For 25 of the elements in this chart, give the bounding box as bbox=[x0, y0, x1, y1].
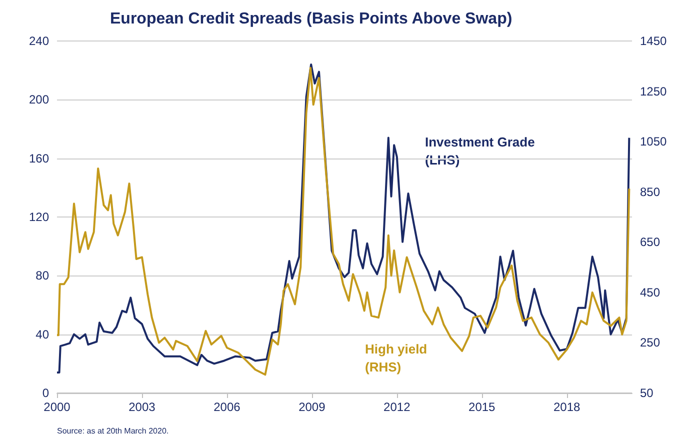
x-tick-label: 2009 bbox=[298, 400, 326, 414]
y2-tick-label: 450 bbox=[640, 285, 660, 300]
y-tick-label: 160 bbox=[28, 151, 50, 166]
x-tick-label: 2015 bbox=[468, 400, 496, 414]
y2-tick-label: 50 bbox=[640, 386, 654, 400]
y2-tick-label: 250 bbox=[640, 336, 660, 350]
y-tick-label: 240 bbox=[28, 34, 50, 48]
x-tick-label: 2012 bbox=[384, 400, 411, 414]
chart-title: European Credit Spreads (Basis Points Above Swap) bbox=[110, 10, 512, 28]
x-tick-label: 2000 bbox=[44, 400, 71, 414]
x-tick-label: 2018 bbox=[554, 400, 581, 414]
y-tick-label: 80 bbox=[36, 268, 50, 283]
y2-tick-label: 850 bbox=[640, 184, 660, 199]
source-note: Source: as at 20th March 2020. bbox=[57, 426, 169, 436]
y-tick-label: 0 bbox=[42, 386, 50, 400]
series-label: High yield (RHS) bbox=[365, 342, 428, 374]
x-tick-label: 2003 bbox=[128, 400, 156, 414]
y-tick-label: 40 bbox=[36, 327, 50, 342]
y-tick-label: 200 bbox=[28, 92, 50, 107]
y2-tick-label: 650 bbox=[640, 235, 660, 250]
x-tick-label: 2006 bbox=[214, 400, 241, 414]
y2-tick-label: 1450 bbox=[640, 34, 668, 48]
y-tick-label: 120 bbox=[28, 210, 50, 224]
y2-tick-label: 1250 bbox=[640, 84, 668, 98]
y2-tick-label: 1050 bbox=[640, 134, 668, 149]
